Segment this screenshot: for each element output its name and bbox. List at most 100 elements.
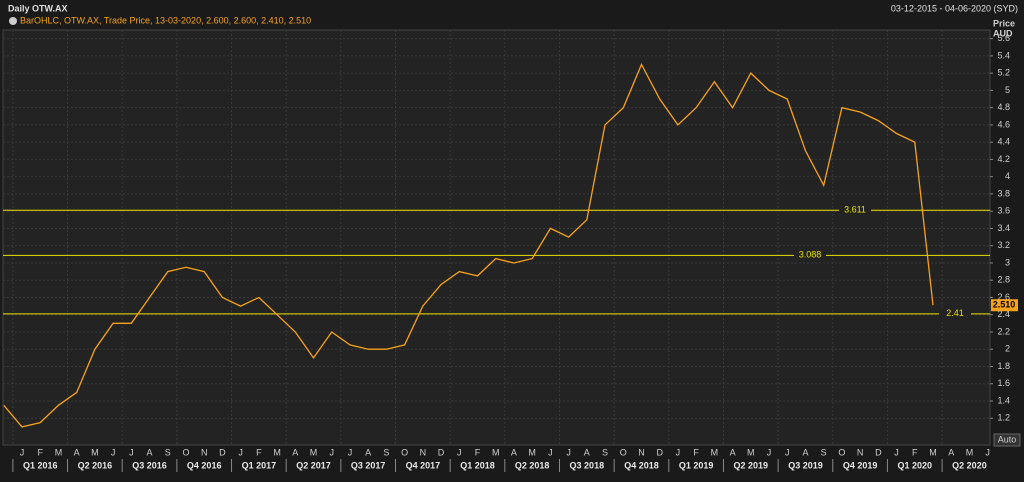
quarter-label: Q3 2017 bbox=[351, 460, 386, 470]
quarter-label: Q1 2019 bbox=[679, 460, 714, 470]
x-tick-label: J bbox=[457, 447, 462, 457]
y-tick-label: 5.2 bbox=[997, 68, 1010, 78]
quarter-label: Q1 2018 bbox=[460, 460, 495, 470]
x-tick-label: J bbox=[985, 447, 990, 457]
quarter-label: Q4 2019 bbox=[843, 460, 878, 470]
x-tick-label: O bbox=[620, 447, 627, 457]
x-tick-label: S bbox=[602, 447, 608, 457]
x-tick-label: J bbox=[676, 447, 681, 457]
x-tick-label: F bbox=[475, 447, 481, 457]
quarter-label: Q1 2016 bbox=[23, 460, 58, 470]
x-tick-label: F bbox=[37, 447, 43, 457]
x-tick-label: D bbox=[656, 447, 663, 457]
x-tick-label: J bbox=[20, 447, 25, 457]
x-tick-label: J bbox=[238, 447, 243, 457]
x-tick-label: J bbox=[348, 447, 353, 457]
x-tick-label: F bbox=[693, 447, 699, 457]
x-tick-label: J bbox=[566, 447, 571, 457]
x-tick-label: O bbox=[401, 447, 408, 457]
x-tick-label: O bbox=[838, 447, 845, 457]
quarter-label: Q2 2018 bbox=[515, 460, 550, 470]
auto-button[interactable] bbox=[993, 433, 1021, 447]
x-tick-label: J bbox=[767, 447, 772, 457]
quarter-label: Q4 2016 bbox=[187, 460, 222, 470]
x-tick-label: A bbox=[365, 447, 371, 457]
y-tick-label: 2 bbox=[1005, 344, 1010, 354]
y-tick-label: 4 bbox=[1005, 171, 1010, 181]
y-tick-label: 2.6 bbox=[997, 292, 1010, 302]
reference-label: 2.41 bbox=[946, 308, 964, 318]
x-tick-label: N bbox=[420, 447, 427, 457]
x-tick-label: D bbox=[219, 447, 226, 457]
y-tick-label: 2.4 bbox=[997, 309, 1010, 319]
y-tick-label: 3.2 bbox=[997, 240, 1010, 250]
y-tick-label: 1.2 bbox=[997, 413, 1010, 423]
y-tick-label: 4.6 bbox=[997, 119, 1010, 129]
x-tick-label: A bbox=[147, 447, 153, 457]
reference-label: 3.088 bbox=[799, 250, 822, 260]
x-tick-label: M bbox=[310, 447, 318, 457]
y-tick-label: 5.4 bbox=[997, 50, 1010, 60]
quarter-label: Q3 2016 bbox=[132, 460, 167, 470]
y-tick-label: 4.8 bbox=[997, 102, 1010, 112]
x-tick-label: F bbox=[256, 447, 262, 457]
y-tick-label: 2.2 bbox=[997, 326, 1010, 336]
x-tick-label: N bbox=[638, 447, 645, 457]
x-tick-label: F bbox=[912, 447, 918, 457]
plot-area bbox=[2, 29, 991, 446]
last-price-tag bbox=[991, 299, 1018, 312]
x-tick-label: M bbox=[747, 447, 755, 457]
quarter-label: Q3 2019 bbox=[788, 460, 823, 470]
x-tick-label: S bbox=[383, 447, 389, 457]
reference-label-bg bbox=[839, 204, 871, 217]
x-tick-label: M bbox=[966, 447, 974, 457]
quarter-label: Q4 2017 bbox=[406, 460, 441, 470]
y-tick-label: 4.4 bbox=[997, 137, 1010, 147]
x-tick-label: O bbox=[182, 447, 189, 457]
legend-entry: BarOHLC, OTW.AX, Trade Price, 13-03-2020… bbox=[20, 15, 311, 25]
y-tick-label: 5 bbox=[1005, 85, 1010, 95]
y-axis-unit: AUD bbox=[993, 28, 1013, 38]
legend-icon bbox=[9, 17, 17, 25]
x-tick-label: A bbox=[802, 447, 808, 457]
x-tick-label: A bbox=[584, 447, 590, 457]
y-tick-label: 3 bbox=[1005, 257, 1010, 267]
x-tick-label: S bbox=[165, 447, 171, 457]
price-line bbox=[3, 62, 934, 428]
x-tick-label: M bbox=[711, 447, 719, 457]
auto-button-label[interactable]: Auto bbox=[998, 434, 1017, 444]
x-tick-label: D bbox=[438, 447, 445, 457]
x-tick-label: J bbox=[894, 447, 899, 457]
x-tick-label: J bbox=[129, 447, 134, 457]
quarter-label: Q3 2018 bbox=[570, 460, 605, 470]
quarter-label: Q1 2017 bbox=[242, 460, 277, 470]
x-tick-label: N bbox=[857, 447, 864, 457]
x-tick-label: M bbox=[91, 447, 99, 457]
chart-title: Daily OTW.AX bbox=[8, 3, 68, 13]
x-tick-label: M bbox=[273, 447, 281, 457]
quarter-label: Q2 2019 bbox=[734, 460, 769, 470]
x-tick-label: A bbox=[730, 447, 736, 457]
y-tick-label: 5.6 bbox=[997, 33, 1010, 43]
x-tick-label: A bbox=[511, 447, 517, 457]
x-tick-label: D bbox=[875, 447, 882, 457]
y-tick-label: 3.8 bbox=[997, 188, 1010, 198]
x-tick-label: M bbox=[492, 447, 500, 457]
y-tick-label: 1.4 bbox=[997, 395, 1010, 405]
reference-label-bg bbox=[939, 307, 971, 320]
x-tick-label: J bbox=[785, 447, 790, 457]
y-tick-label: 4.2 bbox=[997, 154, 1010, 164]
x-tick-label: M bbox=[528, 447, 536, 457]
last-price-label: 2.510 bbox=[993, 300, 1016, 310]
quarter-label: Q2 2017 bbox=[296, 460, 331, 470]
x-tick-label: J bbox=[548, 447, 553, 457]
x-tick-label: A bbox=[74, 447, 80, 457]
y-axis-label: Price bbox=[993, 18, 1015, 28]
date-range: 03-12-2015 - 04-06-2020 (SYD) bbox=[891, 3, 1018, 13]
y-tick-label: 3.4 bbox=[997, 223, 1010, 233]
quarter-label: Q4 2018 bbox=[624, 460, 659, 470]
x-tick-label: N bbox=[201, 447, 208, 457]
y-tick-label: 2.8 bbox=[997, 275, 1010, 285]
y-tick-label: 1.8 bbox=[997, 361, 1010, 371]
